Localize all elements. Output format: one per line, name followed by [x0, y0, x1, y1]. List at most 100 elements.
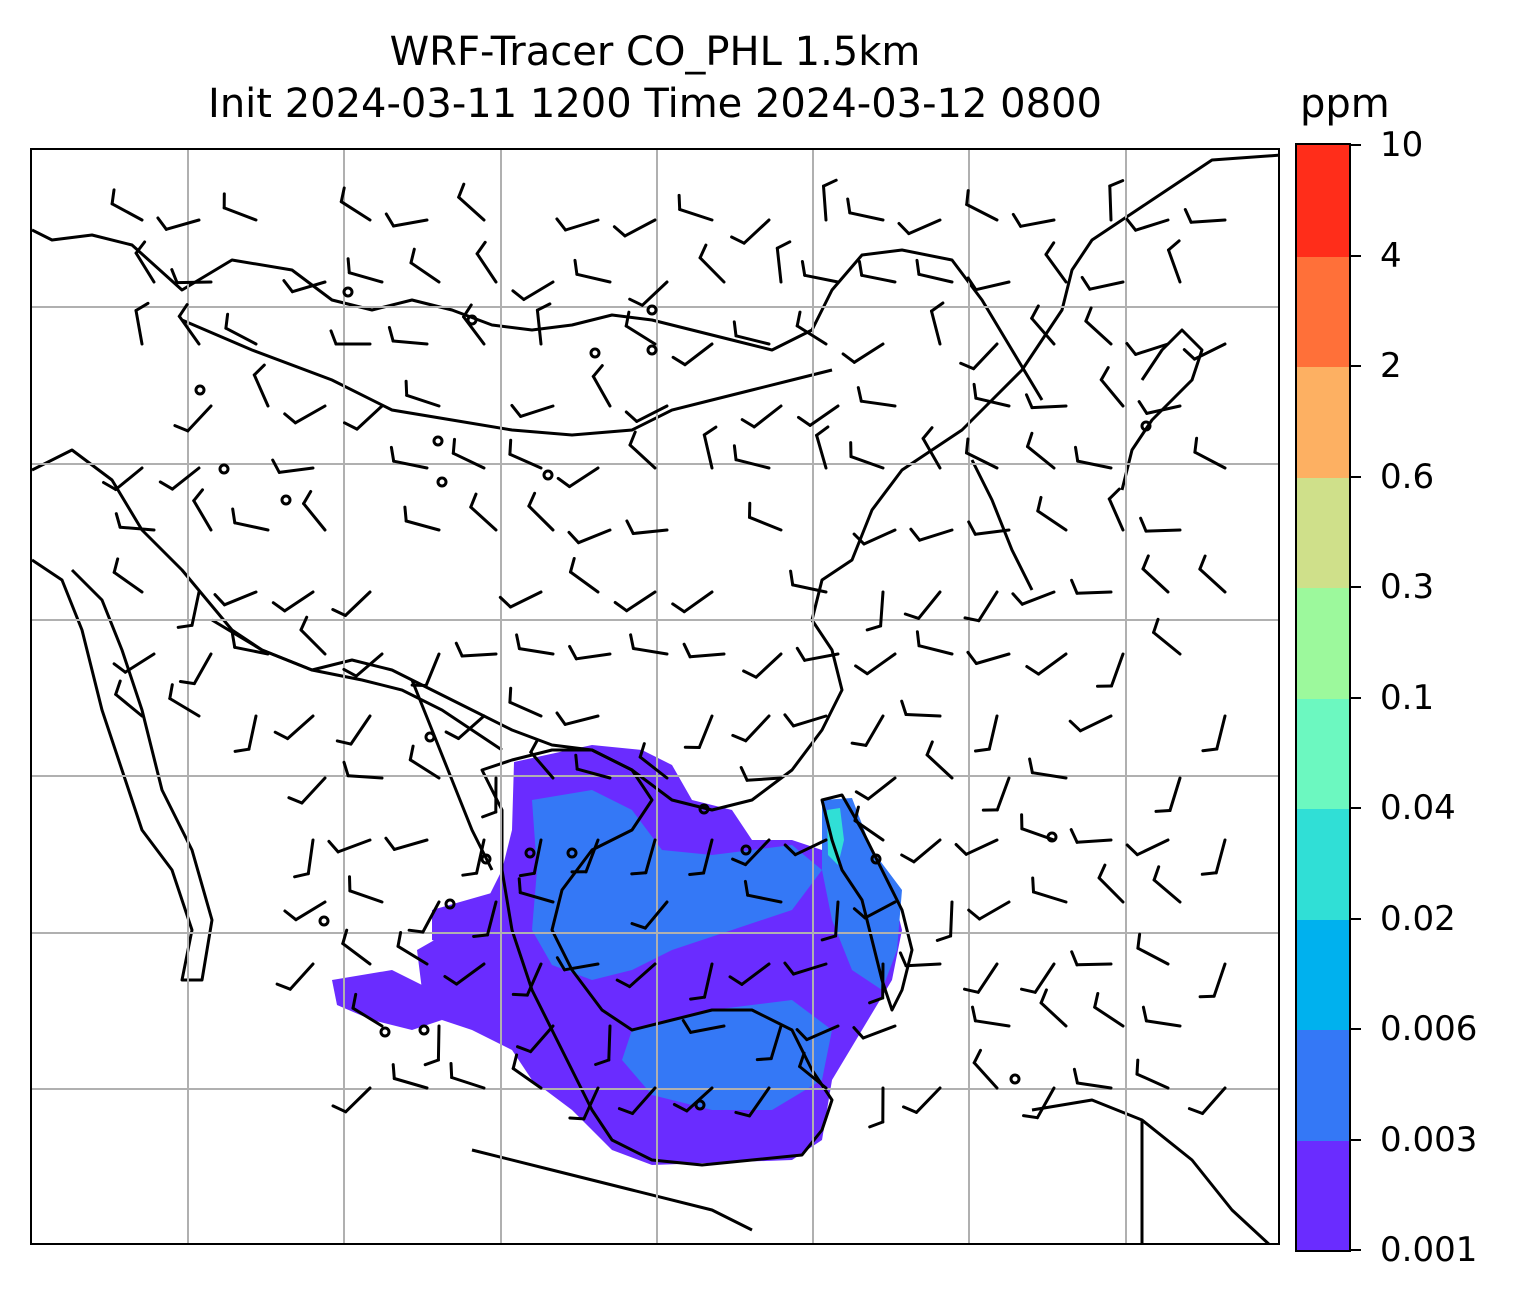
wind-barb: [1141, 567, 1170, 594]
wind-barb: [175, 280, 213, 285]
wind-barb-flag: [743, 879, 750, 897]
wind-barb-flag: [732, 320, 738, 338]
wind-barb-flag: [698, 243, 708, 260]
wind-barb: [864, 714, 885, 747]
wind-barb-flag: [974, 747, 991, 753]
wind-barb-flag: [158, 480, 174, 491]
wind-barb: [688, 652, 726, 659]
wind-barb-flag: [815, 425, 830, 437]
wind-barb-flag: [868, 996, 885, 1005]
colorbar-tick: [1351, 696, 1361, 699]
wind-barb: [344, 1086, 372, 1114]
wind-barb: [1097, 876, 1125, 904]
wind-barb: [1108, 184, 1113, 222]
colorbar-tick-label: 0.003: [1380, 1119, 1478, 1160]
wind-barb: [568, 466, 600, 489]
wind-barb-flag: [282, 279, 294, 294]
wind-barb-flag: [897, 222, 911, 236]
wind-barb: [734, 458, 771, 470]
wind-barb: [508, 700, 543, 718]
wind-barb: [1193, 450, 1227, 470]
wind-barb-flag: [1139, 516, 1148, 533]
wind-barb: [1019, 218, 1056, 228]
wind-barb-flag: [407, 928, 425, 934]
wind-barb-flag: [156, 216, 168, 231]
chart-title: WRF-Tracer CO_PHL 1.5km: [389, 29, 921, 75]
station-layer: [194, 286, 1152, 1111]
wind-barb: [921, 437, 942, 470]
wind-barb-flag: [346, 257, 351, 275]
colorbar-tick-label: 0.1: [1380, 677, 1435, 718]
wind-barb: [519, 404, 555, 418]
wind-barb-flag: [1093, 992, 1100, 1009]
wind-barb-flag: [630, 871, 648, 876]
wind-barb-flag: [112, 662, 127, 674]
station-marker: [1140, 420, 1152, 432]
wind-barb: [346, 774, 384, 780]
station-marker: [432, 435, 444, 447]
map-panel[interactable]: [30, 148, 1280, 1245]
wind-barb-flag: [1028, 757, 1034, 775]
wind-barb: [223, 590, 258, 607]
border-korea: [970, 459, 1034, 591]
wind-barb: [861, 1024, 897, 1040]
wind-barb: [302, 502, 327, 532]
wind-barb-flag: [615, 978, 632, 989]
wind-barb: [392, 218, 429, 228]
wind-barb: [1189, 218, 1227, 224]
wind-barb: [222, 206, 258, 222]
wind-barb: [974, 652, 1011, 665]
wind-barb: [808, 404, 840, 427]
wind-barb-flag: [114, 679, 122, 696]
wind-barb-flag: [967, 520, 977, 536]
wind-barb: [866, 776, 897, 801]
wind-barb-flag: [628, 430, 637, 447]
station-marker: [379, 1026, 391, 1038]
wind-barb-flag: [555, 711, 567, 726]
wind-barb-flag: [224, 312, 230, 330]
colorbar-unit-label: ppm: [1300, 81, 1390, 127]
wind-barb-flag: [865, 624, 883, 632]
wind-barb-flag: [230, 632, 237, 649]
wind-barb-flag: [114, 512, 122, 529]
wind-barb-flag: [909, 527, 922, 542]
wind-barb: [965, 451, 999, 470]
colorbar-tick: [1351, 917, 1361, 920]
wind-barb: [631, 528, 669, 535]
wind-barb-flag: [1068, 719, 1082, 733]
wind-barb-flag: [963, 616, 981, 623]
wind-barb-flag: [1167, 239, 1181, 252]
wind-barb-flag: [231, 507, 237, 525]
wind-barb: [112, 570, 144, 594]
coastline-layer: [32, 153, 1278, 1243]
wind-barb-flag: [1136, 932, 1142, 950]
wind-barb-flag: [518, 871, 536, 878]
wind-barb: [640, 280, 669, 307]
wind-barb: [798, 1065, 828, 1090]
wind-barb-flag: [783, 713, 795, 728]
wind-barb-flag: [1135, 1058, 1140, 1076]
wind-barb-flag: [900, 699, 908, 716]
wind-barb-flag: [173, 424, 190, 433]
station-marker: [318, 915, 330, 927]
wind-barb-flag: [630, 922, 647, 930]
wind-barb: [697, 714, 714, 749]
wind-barb: [123, 652, 156, 674]
wind-barb-flag: [963, 987, 980, 994]
wind-barb-flag: [1152, 865, 1161, 882]
wind-barb: [288, 962, 315, 991]
wind-barb-flag: [681, 1019, 693, 1034]
wind-barb-flag: [1154, 809, 1172, 813]
station-marker: [424, 731, 436, 743]
wind-barb: [1076, 459, 1113, 470]
wind-barb: [698, 256, 726, 284]
wind-barb: [752, 404, 783, 429]
colorbar-tick-label: 0.001: [1380, 1230, 1478, 1270]
wind-barb-flag: [555, 217, 567, 232]
colorbar-band: [1297, 587, 1349, 699]
wind-barb-flag: [728, 975, 744, 986]
wind-barb-flag: [408, 744, 415, 762]
chart-subtitle: Init 2024-03-11 1200 Time 2024-03-12 080…: [208, 81, 1102, 127]
wind-barb: [339, 200, 372, 222]
colorbar-tick: [1351, 365, 1361, 367]
